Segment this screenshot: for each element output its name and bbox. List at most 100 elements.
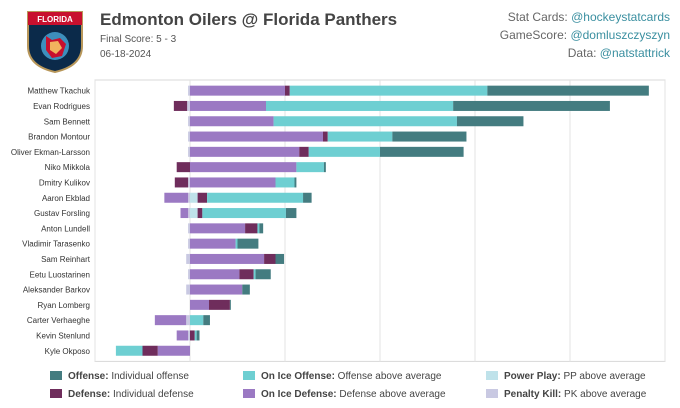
bar-segment bbox=[285, 85, 290, 96]
bar-segment bbox=[253, 269, 256, 280]
bar-segment bbox=[289, 85, 488, 96]
bar-segment bbox=[242, 284, 250, 295]
bar-segment bbox=[285, 208, 297, 219]
bar-segment bbox=[259, 223, 264, 234]
bar-segment bbox=[164, 192, 189, 203]
bar-segment bbox=[190, 100, 266, 111]
y-tick-label: Aleksander Barkov bbox=[23, 286, 90, 295]
y-tick-label: Sam Reinhart bbox=[41, 255, 91, 264]
bar-segment bbox=[188, 177, 190, 188]
legend-text: Offense above average bbox=[334, 371, 442, 382]
credit-handle[interactable]: @hockeystatcards bbox=[571, 10, 670, 24]
bar-segment bbox=[188, 131, 190, 142]
legend-title: Penalty Kill: bbox=[504, 389, 562, 400]
logo-text: FLORIDA bbox=[37, 15, 73, 24]
bar-segment bbox=[207, 192, 304, 203]
bar-segment bbox=[173, 100, 188, 111]
chart-title: Edmonton Oilers @ Florida Panthers bbox=[100, 10, 398, 29]
y-tick-label: Matthew Tkachuk bbox=[27, 87, 91, 96]
y-tick-label: Carter Verhaeghe bbox=[27, 316, 91, 325]
y-tick-label: Brandon Montour bbox=[28, 133, 90, 142]
bar-segment bbox=[176, 330, 189, 341]
bar-segment bbox=[190, 315, 204, 326]
bar-segment bbox=[255, 269, 271, 280]
legend-item: Defense: Individual defense bbox=[50, 389, 194, 400]
bar-segment bbox=[190, 269, 240, 280]
credit-handle[interactable]: @domluszczyszyn bbox=[570, 28, 670, 42]
bar-segment bbox=[190, 146, 300, 157]
legend-text: PK above average bbox=[561, 389, 647, 400]
bar-segment bbox=[323, 162, 326, 173]
y-tick-label: Gustav Forsling bbox=[34, 209, 90, 218]
bar-segment bbox=[154, 315, 187, 326]
bar-segment bbox=[190, 192, 198, 203]
bar-segment bbox=[323, 131, 328, 142]
team-logo: FLORIDA bbox=[27, 11, 83, 74]
bar-segment bbox=[190, 330, 195, 341]
bar-segment bbox=[229, 299, 231, 310]
bar-segment bbox=[266, 100, 454, 111]
y-tick-label: Vladimir Tarasenko bbox=[22, 240, 90, 249]
bar-segment bbox=[294, 177, 297, 188]
legend-title: Power Play: bbox=[504, 371, 561, 382]
bar-segment bbox=[190, 85, 285, 96]
credit-label: Data: bbox=[567, 46, 597, 60]
bar-segment bbox=[190, 177, 276, 188]
bar-segment bbox=[190, 162, 297, 173]
bar-segment bbox=[308, 146, 380, 157]
bar-segment bbox=[157, 345, 190, 356]
legend-swatch bbox=[486, 389, 498, 398]
legend-swatch bbox=[50, 389, 62, 398]
bar-segment bbox=[188, 269, 190, 280]
bar-segment bbox=[188, 330, 190, 341]
bar-segment bbox=[303, 192, 312, 203]
legend-swatch bbox=[486, 371, 498, 380]
bar-segment bbox=[190, 208, 198, 219]
y-tick-label: Dmitry Kulikov bbox=[39, 178, 90, 187]
credit-handle[interactable]: @natstattrick bbox=[599, 46, 670, 60]
y-tick-label: Evan Rodrigues bbox=[33, 102, 90, 111]
y-tick-label: Niko Mikkola bbox=[45, 163, 91, 172]
legend-text: Individual offense bbox=[108, 371, 189, 382]
bar-segment bbox=[209, 299, 230, 310]
legend-item: Penalty Kill: PK above average bbox=[486, 389, 646, 400]
bar-segment bbox=[190, 284, 243, 295]
legend-title: On Ice Offense: bbox=[261, 371, 335, 382]
bar-segment bbox=[115, 345, 143, 356]
bar-segment bbox=[194, 330, 197, 341]
bar-segment bbox=[190, 253, 265, 264]
bar-segment bbox=[190, 238, 236, 249]
bar-segment bbox=[186, 315, 190, 326]
legend-item: Offense: Individual offense bbox=[50, 371, 189, 382]
legend-title: On Ice Defense: bbox=[261, 389, 337, 400]
bar-segment bbox=[190, 223, 246, 234]
bar-segment bbox=[264, 253, 276, 264]
legend-text: Individual defense bbox=[110, 389, 194, 400]
credit-label: Stat Cards: bbox=[507, 10, 568, 24]
legend-text: PP above average bbox=[560, 371, 646, 382]
bar-segment bbox=[237, 238, 259, 249]
y-tick-label: Oliver Ekman-Larsson bbox=[11, 148, 90, 157]
legend-swatch bbox=[243, 371, 255, 380]
credit-stat-cards: Stat Cards: @hockeystatcards bbox=[508, 10, 670, 24]
legend-item: On Ice Defense: Defense above average bbox=[243, 389, 446, 400]
bar-segment bbox=[273, 116, 457, 127]
legend-text: Defense above average bbox=[336, 389, 446, 400]
bar-segment bbox=[197, 208, 203, 219]
bar-segment bbox=[174, 177, 189, 188]
y-tick-label: Aaron Ekblad bbox=[42, 194, 90, 203]
bar-segment bbox=[327, 131, 393, 142]
bar-segment bbox=[275, 253, 285, 264]
bar-segment bbox=[188, 223, 190, 234]
final-score: Final Score: 5 - 3 bbox=[100, 34, 177, 45]
bar-segment bbox=[245, 223, 258, 234]
legend-title: Defense: bbox=[68, 389, 111, 400]
bar-segment bbox=[187, 100, 190, 111]
bar-segment bbox=[188, 238, 190, 249]
credit-data: Data: @natstattrick bbox=[568, 46, 670, 60]
bar-segment bbox=[188, 116, 190, 127]
y-tick-label: Eetu Luostarinen bbox=[30, 270, 91, 279]
bar-segment bbox=[188, 85, 190, 96]
bar-segment bbox=[188, 208, 190, 219]
